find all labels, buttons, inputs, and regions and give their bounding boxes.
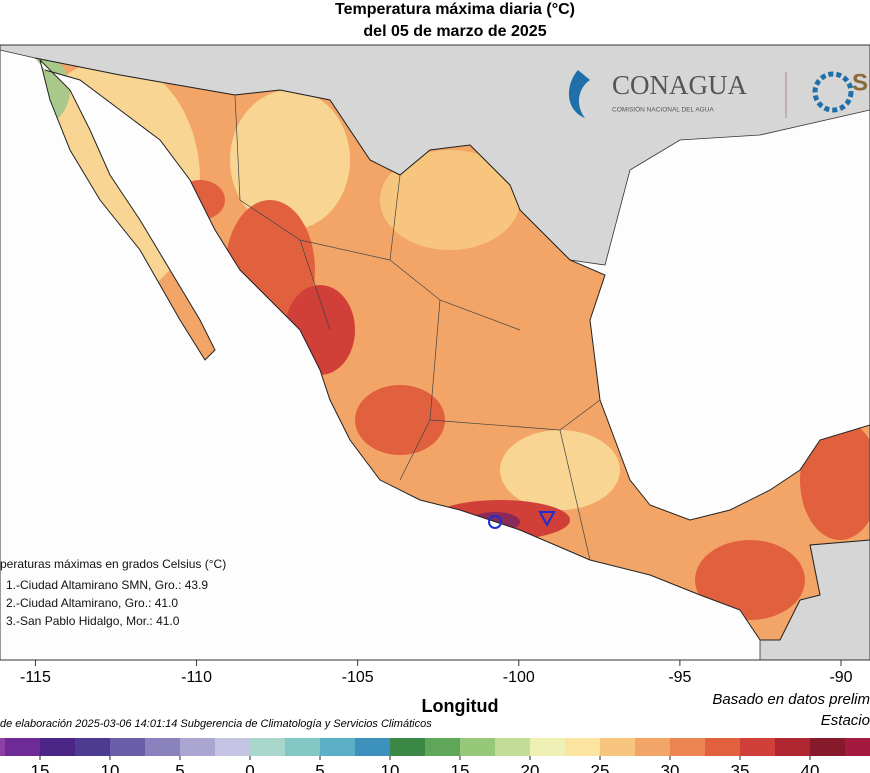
colorbar-label: 25	[591, 761, 610, 773]
title: Temperatura máxima diaria (°C)	[335, 1, 575, 18]
color-swatch	[670, 738, 705, 756]
colorbar-label: 30	[661, 761, 680, 773]
station-marker	[538, 511, 556, 528]
color-swatch	[425, 738, 460, 756]
colorbar-label: 5	[175, 761, 184, 773]
logo-partner: S	[852, 69, 868, 96]
legend-title: peraturas máximas en grados Celsius (°C)	[0, 557, 226, 571]
color-swatch	[635, 738, 670, 756]
colorbar-label: 10	[101, 761, 120, 773]
color-swatch	[5, 738, 40, 756]
color-swatch	[320, 738, 355, 756]
legend-item: 1.-Ciudad Altamirano SMN, Gro.: 43.9	[6, 578, 208, 592]
colorbar-label: 5	[315, 761, 324, 773]
colorbar-label: 15	[31, 761, 50, 773]
tick-label: -95	[668, 669, 691, 686]
color-swatch	[460, 738, 495, 756]
state-borders	[234, 94, 601, 561]
color-swatch	[705, 738, 740, 756]
color-swatch	[775, 738, 810, 756]
logo: CONAGUA COMISIÓN NACIONAL DEL AGUA S	[568, 69, 868, 118]
color-swatch	[495, 738, 530, 756]
tick-label: -100	[503, 669, 535, 686]
color-swatch	[355, 738, 390, 756]
logo-mark	[568, 70, 590, 118]
color-swatch	[40, 738, 75, 756]
tick-label: -110	[181, 669, 212, 686]
color-swatch	[810, 738, 845, 756]
legend-item: 3.-San Pablo Hidalgo, Mor.: 41.0	[6, 614, 180, 628]
colorbar-label: 0	[245, 761, 254, 773]
legend-item: 2.-Ciudad Altamirano, Gro.: 41.0	[6, 596, 178, 610]
color-swatch	[285, 738, 320, 756]
color-swatch	[145, 738, 180, 756]
logo-mark	[812, 71, 854, 113]
credit: de elaboración 2025-03-06 14:01:14 Subge…	[0, 718, 432, 730]
coastline	[34, 57, 870, 641]
note: Estacio	[821, 712, 870, 729]
map-frame	[0, 44, 870, 661]
color-swatch	[565, 738, 600, 756]
subtitle: del 05 de marzo de 2025	[363, 23, 546, 40]
colorbar-label: 40	[801, 761, 820, 773]
logo-name: CONAGUA	[612, 70, 748, 100]
axis-label: Longitud	[422, 696, 499, 716]
color-swatch	[845, 738, 870, 756]
logo-tagline: COMISIÓN NACIONAL DEL AGUA	[612, 105, 714, 114]
tick-label: -105	[342, 669, 374, 686]
tick-label: -90	[829, 669, 852, 686]
station-legend: peraturas máximas en grados Celsius (°C)…	[0, 557, 226, 628]
station-marker	[488, 515, 502, 529]
colorbar-label: 15	[451, 761, 470, 773]
colorbar-label: 10	[381, 761, 400, 773]
note: Basado en datos prelim	[712, 691, 870, 708]
color-swatch	[600, 738, 635, 756]
color-swatch	[250, 738, 285, 756]
color-swatch	[390, 738, 425, 756]
color-swatch	[740, 738, 775, 756]
color-swatch	[215, 738, 250, 756]
tick-label: -115	[20, 669, 51, 686]
colorbar-label: 20	[521, 761, 540, 773]
map: CONAGUA COMISIÓN NACIONAL DEL AGUA S per…	[0, 45, 870, 660]
colorbar-label: 35	[731, 761, 750, 773]
x-axis: -115 -110 -105 -100 -95 -90	[20, 660, 853, 686]
color-swatch	[0, 738, 5, 756]
color-swatch	[110, 738, 145, 756]
colorbar: 15 10 5 0 5 10 15 20 25 30 35 40	[0, 738, 870, 773]
color-swatch	[75, 738, 110, 756]
color-swatch	[530, 738, 565, 756]
color-swatch	[180, 738, 215, 756]
